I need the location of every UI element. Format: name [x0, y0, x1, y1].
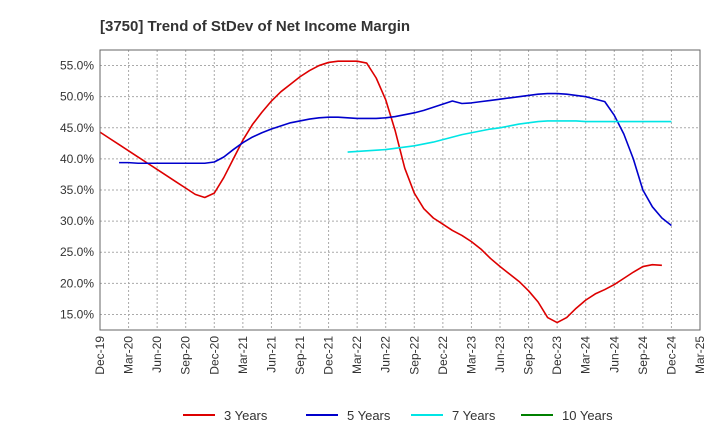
- x-tick-label: Sep-24: [636, 336, 650, 375]
- x-tick-label: Dec-21: [322, 336, 336, 375]
- x-tick-label: Jun-24: [607, 336, 621, 373]
- plot-frame: [99, 49, 701, 331]
- legend-label: 3 Years: [224, 408, 268, 423]
- y-tick-label: 15.0%: [60, 307, 94, 321]
- legend: 3 Years 5 Years 7 Years 10 Years: [183, 408, 613, 423]
- y-tick-label: 55.0%: [60, 59, 94, 73]
- x-tick-label: Mar-20: [122, 336, 136, 374]
- x-tick-label: Jun-23: [493, 336, 507, 373]
- y-tick-label: 50.0%: [60, 90, 94, 104]
- x-tick-label: Mar-22: [350, 336, 364, 374]
- x-tick-label: Dec-22: [436, 336, 450, 375]
- x-tick-label: Sep-20: [179, 336, 193, 375]
- x-tick-label: Dec-23: [550, 336, 564, 375]
- series-line-5-years: [119, 92, 672, 227]
- series-line-3-years: [99, 60, 662, 324]
- y-tick-label: 20.0%: [60, 276, 94, 290]
- y-axis-ticks: 15.0% 20.0% 25.0% 30.0% 35.0% 40.0% 45.0% 50.0%…: [60, 59, 94, 322]
- series-lines: [99, 60, 672, 324]
- x-tick-label: Sep-23: [522, 336, 536, 375]
- x-tick-label: Sep-22: [407, 336, 421, 375]
- x-tick-label: Dec-20: [207, 336, 221, 375]
- x-tick-label: Jun-20: [150, 336, 164, 373]
- x-tick-label: Dec-24: [664, 336, 678, 375]
- x-axis-ticks: Dec-19 Mar-20 Jun-20 Sep-20 Dec-20 Mar-21 Jun-…: [93, 336, 707, 375]
- x-tick-label: Mar-23: [464, 336, 478, 374]
- legend-label: 7 Years: [452, 408, 496, 423]
- y-tick-label: 35.0%: [60, 183, 94, 197]
- x-tick-label: Jun-21: [264, 336, 278, 373]
- x-tick-label: Dec-19: [93, 336, 107, 375]
- chart-title: [3750] Trend of StDev of Net Income Marg…: [100, 18, 410, 35]
- y-tick-label: 45.0%: [60, 121, 94, 135]
- y-tick-label: 40.0%: [60, 152, 94, 166]
- x-tick-label: Sep-21: [293, 336, 307, 375]
- series-line-7-years: [347, 120, 672, 153]
- x-tick-label: Mar-25: [693, 336, 707, 374]
- x-tick-label: Jun-22: [379, 336, 393, 373]
- x-tick-label: Mar-24: [579, 336, 593, 374]
- x-tick-label: Mar-21: [236, 336, 250, 374]
- legend-label: 5 Years: [347, 408, 391, 423]
- y-tick-label: 25.0%: [60, 245, 94, 259]
- legend-label: 10 Years: [562, 408, 613, 423]
- y-tick-label: 30.0%: [60, 214, 94, 228]
